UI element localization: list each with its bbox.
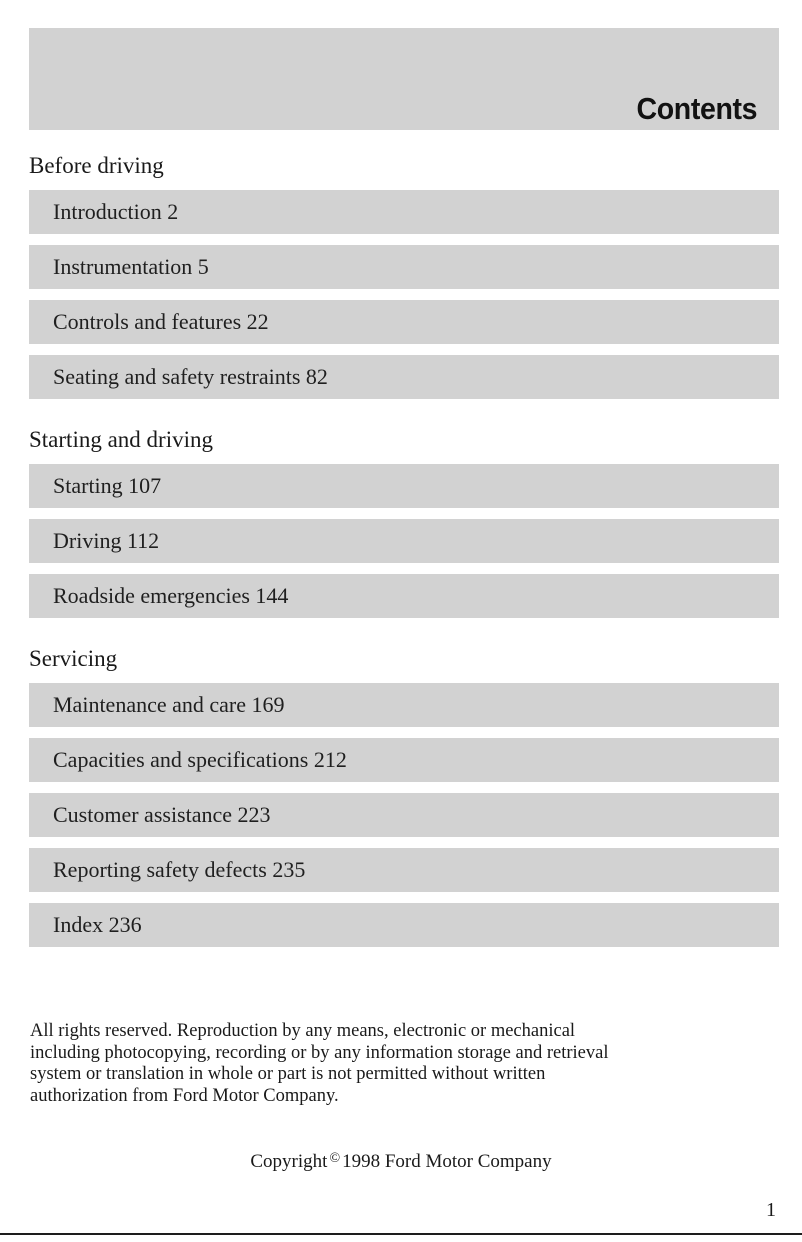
- toc-entry-controls-and-features[interactable]: Controls and features 22: [29, 300, 779, 344]
- page-number: 1: [766, 1199, 776, 1221]
- toc-entry-label: Controls and features 22: [53, 309, 269, 334]
- toc-entry-instrumentation[interactable]: Instrumentation 5: [29, 245, 779, 289]
- toc-entry-label: Index 236: [53, 912, 142, 937]
- toc-entry-label: Introduction 2: [53, 199, 179, 224]
- toc-entry-capacities-and-specifications[interactable]: Capacities and specifications 212: [29, 738, 779, 782]
- toc-entry-driving[interactable]: Driving 112: [29, 519, 779, 563]
- copyright-suffix: 1998 Ford Motor Company: [342, 1151, 552, 1172]
- legal-notice-line: system or translation in whole or part i…: [30, 1064, 546, 1084]
- section-heading: Servicing: [29, 646, 118, 671]
- legal-notice: All rights reserved. Reproduction by any…: [30, 1021, 750, 1107]
- toc-entry-introduction[interactable]: Introduction 2: [29, 190, 779, 234]
- toc-entry-customer-assistance[interactable]: Customer assistance 223: [29, 793, 779, 837]
- toc-section-before-driving: Before driving Introduction 2 Instrument…: [29, 145, 779, 399]
- toc-entry-label: Roadside emergencies 144: [53, 583, 289, 608]
- toc-entry-label: Reporting safety defects 235: [53, 857, 306, 882]
- toc-entry-index[interactable]: Index 236: [29, 903, 779, 947]
- toc-entry-label: Capacities and specifications 212: [53, 747, 347, 772]
- copyright-line: Copyright © 1998 Ford Motor Company: [0, 1148, 802, 1173]
- toc-entry-reporting-safety-defects[interactable]: Reporting safety defects 235: [29, 848, 779, 892]
- toc-entry-starting[interactable]: Starting 107: [29, 464, 779, 508]
- legal-notice-line: including photocopying, recording or by …: [30, 1042, 609, 1063]
- toc-section-starting-and-driving: Starting and driving Starting 107 Drivin…: [29, 410, 779, 618]
- toc-entry-label: Seating and safety restraints 82: [53, 364, 328, 389]
- toc-entry-label: Driving 112: [53, 528, 160, 553]
- toc-entry-label: Maintenance and care 169: [53, 692, 285, 717]
- toc-entry-roadside-emergencies[interactable]: Roadside emergencies 144: [29, 574, 779, 618]
- toc-entry-label: Customer assistance 223: [53, 802, 271, 827]
- legal-notice-line: authorization from Ford Motor Company.: [30, 1085, 339, 1106]
- toc-entry-maintenance-and-care[interactable]: Maintenance and care 169: [29, 683, 779, 727]
- toc-entry-label: Starting 107: [53, 473, 162, 498]
- page-title: Contents: [636, 91, 757, 126]
- table-of-contents: Before driving Introduction 2 Instrument…: [29, 145, 779, 958]
- section-heading: Starting and driving: [29, 427, 213, 452]
- toc-section-servicing: Servicing Maintenance and care 169 Capac…: [29, 629, 779, 947]
- legal-notice-line: All rights reserved. Reproduction by any…: [30, 1021, 576, 1041]
- page-bottom-rule: [0, 1233, 802, 1235]
- section-heading: Before driving: [29, 153, 164, 178]
- toc-entry-seating-and-safety-restraints[interactable]: Seating and safety restraints 82: [29, 355, 779, 399]
- copyright-prefix: Copyright: [250, 1151, 328, 1172]
- copyright-symbol-icon: ©: [329, 1151, 341, 1166]
- toc-entry-label: Instrumentation 5: [53, 254, 209, 279]
- contents-header-band: Contents: [29, 28, 779, 130]
